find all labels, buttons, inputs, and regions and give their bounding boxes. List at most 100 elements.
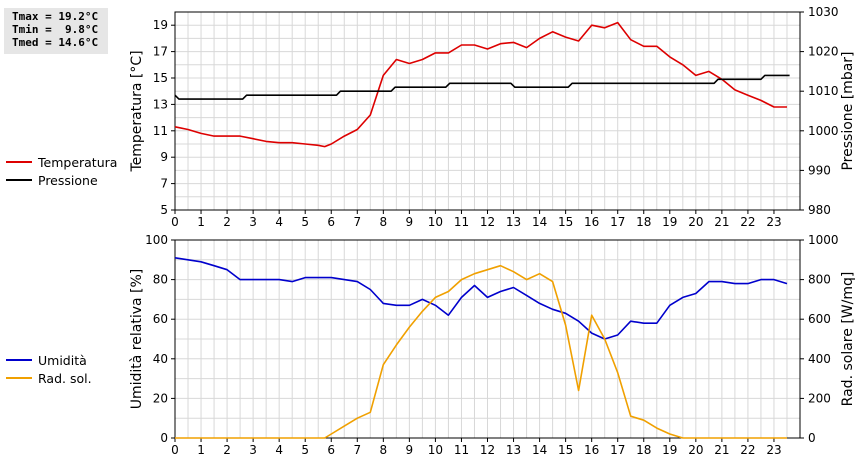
y-tick-label-left: 20: [153, 391, 168, 405]
legend-label-pressione: Pressione: [38, 172, 98, 188]
legend-label-temperatura: Temperatura: [38, 154, 118, 170]
legend-item-pressione: Pressione: [6, 171, 117, 189]
x-tick-label: 22: [740, 215, 755, 229]
y-tick-label-left: 11: [153, 124, 168, 138]
x-tick-label: 5: [301, 215, 309, 229]
stats-box: Tmax = 19.2°C Tmin = 9.8°C Tmed = 14.6°C: [4, 8, 108, 54]
legend-swatch-pressione: [6, 179, 32, 181]
y-tick-label-left: 17: [153, 45, 168, 59]
x-tick-label: 14: [532, 215, 547, 229]
y-tick-label-left: 7: [160, 177, 168, 191]
chart-2: 0 1 2 3 4 5 6 7 8 9 10 11 12 13 14 15 16 17 18 19 20 21 22 2302…: [129, 233, 856, 457]
y-tick-label-right: 400: [808, 352, 831, 366]
x-tick-label: 8: [380, 215, 388, 229]
x-tick-label: 20: [688, 215, 703, 229]
legend-item-umidita: Umidità: [6, 351, 92, 369]
y-tick-label-right: 990: [808, 163, 831, 177]
x-tick-label: 18: [636, 215, 651, 229]
y-tick-label-right: 200: [808, 391, 831, 405]
x-tick-label: 1: [197, 215, 205, 229]
y-tick-label-right: 1020: [808, 45, 839, 59]
legend-swatch-radsol: [6, 377, 32, 379]
x-tick-label: 22: [740, 443, 755, 457]
x-tick-label: 15: [558, 443, 573, 457]
x-tick-label: 19: [662, 443, 677, 457]
y-axis-title-left: Umidità relativa [%]: [129, 269, 145, 410]
legend-item-radsol: Rad. sol.: [6, 369, 92, 387]
x-tick-label: 23: [766, 443, 781, 457]
x-tick-label: 2: [223, 443, 231, 457]
x-tick-label: 14: [532, 443, 547, 457]
x-tick-label: 9: [406, 443, 414, 457]
y-tick-label-left: 80: [153, 273, 168, 287]
x-tick-label: 16: [584, 215, 599, 229]
x-tick-label: 20: [688, 443, 703, 457]
y-tick-label-left: 13: [153, 97, 168, 111]
x-tick-label: 10: [428, 443, 443, 457]
y-tick-label-right: 1000: [808, 124, 839, 138]
y-tick-label-right: 1030: [808, 5, 839, 19]
x-tick-label: 17: [610, 215, 625, 229]
x-tick-label: 19: [662, 215, 677, 229]
y-tick-label-right: 1000: [808, 233, 839, 247]
legend-top: Temperatura Pressione: [6, 153, 117, 189]
legend-label-radsol: Rad. sol.: [38, 370, 92, 386]
x-tick-label: 7: [353, 215, 361, 229]
x-tick-label: 6: [327, 443, 335, 457]
x-tick-label: 11: [454, 443, 469, 457]
x-tick-label: 6: [327, 215, 335, 229]
y-tick-label-left: 15: [153, 71, 168, 85]
y-axis-title-right: Pressione [mbar]: [840, 51, 856, 170]
y-tick-label-left: 5: [160, 203, 168, 217]
y-tick-label-left: 9: [160, 150, 168, 164]
legend-label-umidita: Umidità: [38, 352, 87, 368]
x-tick-label: 9: [406, 215, 414, 229]
series-line-temperatura: [174, 21, 787, 148]
x-tick-label: 11: [454, 215, 469, 229]
x-tick-label: 7: [353, 443, 361, 457]
y-tick-label-left: 19: [153, 18, 168, 32]
legend-swatch-umidita: [6, 359, 32, 361]
x-tick-label: 12: [480, 443, 495, 457]
x-tick-label: 23: [766, 215, 781, 229]
x-tick-label: 18: [636, 443, 651, 457]
legend-swatch-temperatura: [6, 161, 32, 163]
y-tick-label-right: 800: [808, 273, 831, 287]
series-line-pressione: [174, 74, 790, 100]
x-tick-label: 3: [249, 215, 257, 229]
x-tick-label: 5: [301, 443, 309, 457]
y-tick-label-left: 0: [160, 431, 168, 445]
chart-1: 0 1 2 3 4 5 6 7 8 9 10 11 12 13 14 15 16 17 18 19 20 21 22 2357…: [129, 5, 856, 229]
series-line-umidit: [174, 257, 788, 340]
y-tick-label-left: 100: [145, 233, 168, 247]
stats-tmed: Tmed = 14.6°C: [12, 36, 99, 49]
legend-item-temperatura: Temperatura: [6, 153, 117, 171]
x-tick-label: 21: [714, 443, 729, 457]
x-tick-label: 21: [714, 215, 729, 229]
series-line-rad-sol: [175, 264, 787, 439]
y-tick-label-left: 40: [153, 352, 168, 366]
x-tick-label: 4: [275, 443, 283, 457]
stats-tmax: Tmax = 19.2°C: [12, 10, 99, 23]
x-tick-label: 13: [506, 215, 521, 229]
x-tick-label: 17: [610, 443, 625, 457]
stats-tmin: Tmin = 9.8°C: [12, 23, 99, 36]
x-tick-label: 15: [558, 215, 573, 229]
x-tick-label: 8: [380, 443, 388, 457]
legend-bottom: Umidità Rad. sol.: [6, 351, 92, 387]
y-tick-label-right: 980: [808, 203, 831, 217]
x-tick-label: 13: [506, 443, 521, 457]
y-tick-label-right: 600: [808, 312, 831, 326]
x-tick-label: 3: [249, 443, 257, 457]
y-axis-title-right: Rad. solare [W/mq]: [840, 272, 856, 407]
x-tick-label: 0: [171, 443, 179, 457]
x-tick-label: 10: [428, 215, 443, 229]
y-tick-label-left: 60: [153, 312, 168, 326]
x-tick-label: 16: [584, 443, 599, 457]
x-tick-label: 0: [171, 215, 179, 229]
x-tick-label: 1: [197, 443, 205, 457]
x-tick-label: 12: [480, 215, 495, 229]
y-tick-label-right: 1010: [808, 84, 839, 98]
y-tick-label-right: 0: [808, 431, 816, 445]
